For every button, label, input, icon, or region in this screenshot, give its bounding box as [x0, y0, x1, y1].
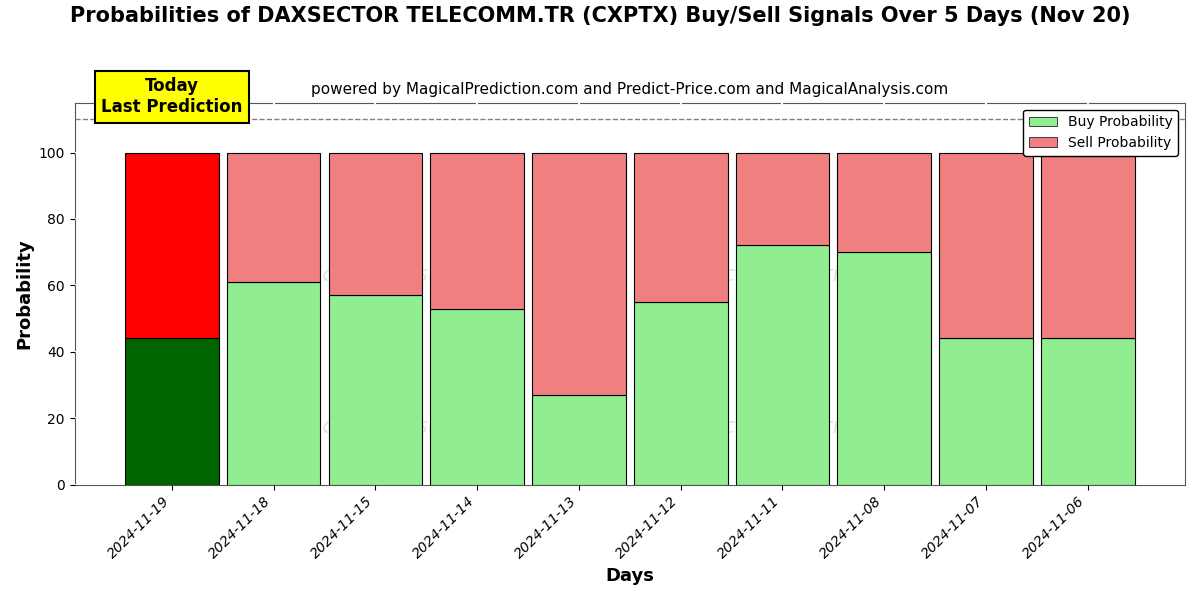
Bar: [838, 252, 931, 485]
Bar: [1040, 338, 1134, 485]
Text: MagicalAnalysis.com: MagicalAnalysis.com: [270, 265, 502, 284]
Bar: [634, 302, 727, 485]
Bar: [125, 338, 218, 485]
Bar: [634, 152, 727, 302]
Bar: [532, 152, 625, 395]
Bar: [329, 152, 422, 295]
Text: MagicalPrediction.com: MagicalPrediction.com: [671, 265, 922, 284]
X-axis label: Days: Days: [605, 567, 654, 585]
Bar: [227, 152, 320, 282]
Legend: Buy Probability, Sell Probability: Buy Probability, Sell Probability: [1024, 110, 1178, 156]
Bar: [227, 282, 320, 485]
Bar: [329, 295, 422, 485]
Text: MagicalPrediction.com: MagicalPrediction.com: [671, 417, 922, 437]
Title: powered by MagicalPrediction.com and Predict-Price.com and MagicalAnalysis.com: powered by MagicalPrediction.com and Pre…: [311, 82, 948, 97]
Bar: [838, 152, 931, 252]
Text: MagicalAnalysis.com: MagicalAnalysis.com: [270, 417, 502, 437]
Text: Probabilities of DAXSECTOR TELECOMM.TR (CXPTX) Buy/Sell Signals Over 5 Days (Nov: Probabilities of DAXSECTOR TELECOMM.TR (…: [70, 6, 1130, 26]
Bar: [736, 152, 829, 245]
Bar: [532, 395, 625, 485]
Bar: [940, 338, 1033, 485]
Bar: [736, 245, 829, 485]
Text: Today
Last Prediction: Today Last Prediction: [101, 77, 242, 116]
Y-axis label: Probability: Probability: [16, 238, 34, 349]
Bar: [1040, 152, 1134, 338]
Bar: [431, 152, 524, 308]
Bar: [431, 308, 524, 485]
Bar: [940, 152, 1033, 338]
Bar: [125, 152, 218, 338]
